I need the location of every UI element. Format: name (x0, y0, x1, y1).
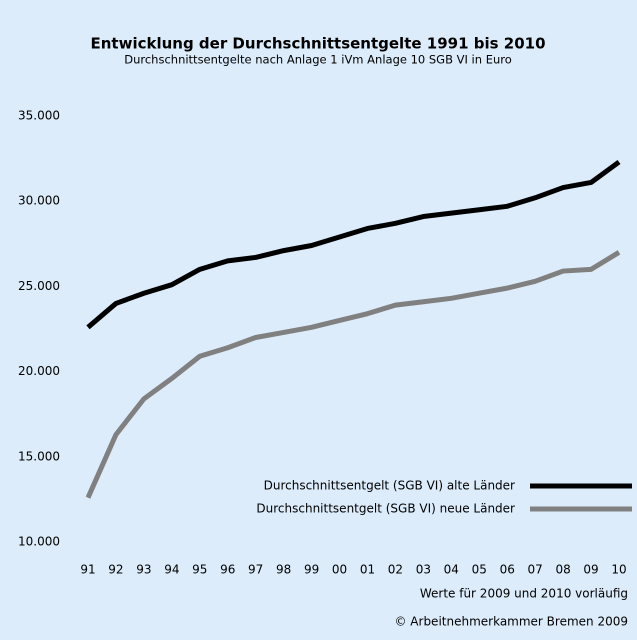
x-tick-label: 07 (528, 563, 543, 577)
y-tick-label: 25.000 (18, 279, 60, 293)
x-tick-label: 94 (164, 563, 179, 577)
x-tick-label: 04 (444, 563, 459, 577)
legend-label: Durchschnittsentgelt (SGB VI) alte Lände… (264, 479, 515, 493)
x-tick-label: 95 (192, 563, 207, 577)
x-tick-label: 09 (583, 563, 598, 577)
x-tick-label: 96 (220, 563, 235, 577)
line-series (86, 159, 621, 330)
x-tick-label: 91 (80, 563, 95, 577)
x-tick-label: 98 (276, 563, 291, 577)
x-tick-label: 03 (416, 563, 431, 577)
y-tick-label: 10.000 (18, 535, 60, 549)
x-tick-label: 93 (136, 563, 151, 577)
x-tick-label: 99 (304, 563, 319, 577)
line-series (85, 250, 621, 499)
x-tick-label: 10 (611, 563, 626, 577)
x-tick-label: 92 (108, 563, 123, 577)
x-tick-label: 08 (555, 563, 570, 577)
annotation: Werte für 2009 und 2010 vorläufig (420, 587, 628, 601)
x-tick-label: 05 (472, 563, 487, 577)
x-tick-label: 06 (500, 563, 515, 577)
x-tick-label: 00 (332, 563, 347, 577)
annotation: © Arbeitnehmerkammer Bremen 2009 (394, 615, 628, 629)
legend-label: Durchschnittsentgelt (SGB VI) neue Lände… (256, 502, 515, 516)
chart-subtitle: Durchschnittsentgelte nach Anlage 1 iVm … (124, 53, 512, 67)
y-tick-label: 15.000 (18, 449, 60, 463)
y-tick-label: 30.000 (18, 194, 60, 208)
y-tick-label: 35.000 (18, 109, 60, 123)
x-tick-label: 01 (360, 563, 375, 577)
y-tick-label: 20.000 (18, 364, 60, 378)
x-tick-label: 97 (248, 563, 263, 577)
chart-title: Entwicklung der Durchschnittsentgelte 19… (90, 35, 545, 53)
x-tick-label: 02 (388, 563, 403, 577)
